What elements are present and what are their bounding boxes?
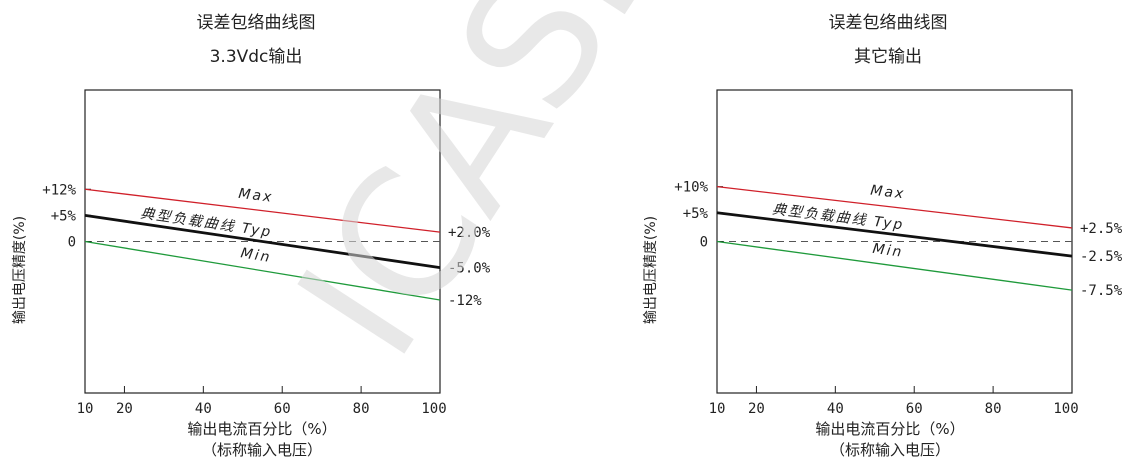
series-line <box>716 186 1073 229</box>
x-axis-label-sub: （标称输入电压） <box>830 441 950 459</box>
x-tick-label: 40 <box>195 401 212 417</box>
series-end-label: +2.0% <box>448 225 491 241</box>
y-tick-label: +5% <box>51 208 77 224</box>
chart-subtitle: 3.3Vdc输出 <box>210 47 303 67</box>
chart-title: 误差包络曲线图 <box>829 13 948 33</box>
x-tick-label: 20 <box>748 401 765 417</box>
y-axis-label: 输出电压精度(%) <box>643 216 659 324</box>
series-name-label: 典型负载曲线 Typ <box>139 206 273 241</box>
y-tick-label: +10% <box>674 180 708 196</box>
y-tick-label: +12% <box>42 182 76 198</box>
series-name-label: Max <box>870 183 907 203</box>
series-end-label: -5.0% <box>448 261 491 277</box>
y-tick-label: 0 <box>700 235 708 251</box>
series-line <box>716 240 1073 291</box>
x-tick-label: 100 <box>421 401 446 417</box>
series-line <box>716 211 1073 258</box>
x-tick-label: 40 <box>827 401 844 417</box>
chart-left: 误差包络曲线图 3.3Vdc输出 10 20 40 60 80 100 +12% +5% 0 +2… <box>12 13 491 459</box>
x-tick-label: 100 <box>1053 401 1078 417</box>
chart-subtitle: 其它输出 <box>854 47 922 67</box>
y-tick-label: +5% <box>683 206 709 222</box>
y-axis-label: 输出电压精度(%) <box>12 216 28 324</box>
series-name-label: Max <box>238 186 275 206</box>
series-name-label: Min <box>872 241 905 261</box>
series-end-label: -7.5% <box>1080 283 1123 299</box>
watermark: ICASH <box>260 0 722 391</box>
x-axis-label: 输出电流百分比（%） <box>815 420 964 438</box>
series-line <box>84 188 441 233</box>
x-tick-label: 60 <box>274 401 291 417</box>
x-tick-label: 10 <box>77 401 94 417</box>
x-axis-label: 输出电流百分比（%） <box>187 420 336 438</box>
x-tick-label: 60 <box>906 401 923 417</box>
chart-title: 误差包络曲线图 <box>197 13 316 33</box>
x-tick-label: 80 <box>985 401 1002 417</box>
series-end-label: -12% <box>448 293 482 309</box>
x-axis-label-sub: （标称输入电压） <box>202 441 322 459</box>
series-line <box>84 240 441 301</box>
series-line <box>84 213 441 270</box>
chart-right: 误差包络曲线图 其它输出 10 20 40 60 80 100 +10% +5% 0 +2.5% M… <box>643 13 1123 459</box>
y-tick-label: 0 <box>68 235 76 251</box>
x-tick-label: 20 <box>116 401 133 417</box>
series-end-label: +2.5% <box>1080 221 1123 237</box>
x-tick-label: 10 <box>709 401 726 417</box>
series-name-label: Min <box>240 245 273 266</box>
x-tick-label: 80 <box>353 401 370 417</box>
series-end-label: -2.5% <box>1080 249 1123 265</box>
